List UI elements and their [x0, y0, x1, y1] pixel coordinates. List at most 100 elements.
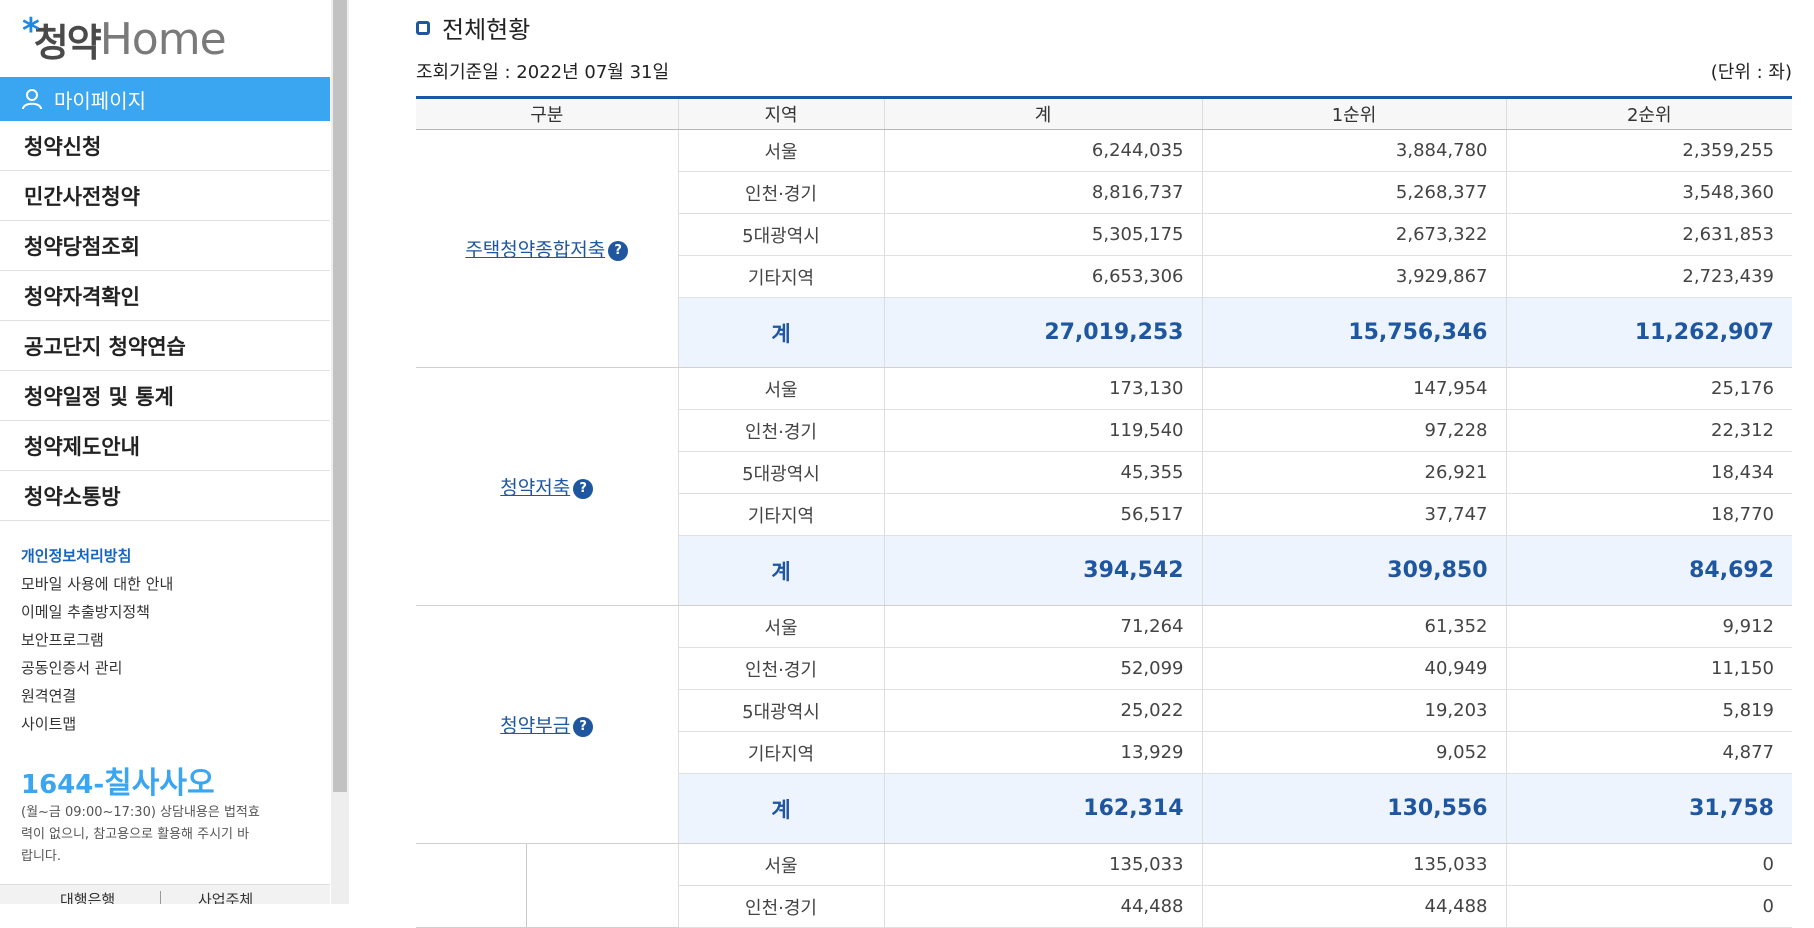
category-link[interactable]: 청약저축: [500, 477, 571, 499]
category-link[interactable]: 청약부금: [500, 715, 571, 737]
table-row: 인천·경기 119,540 97,228 22,312: [416, 409, 1792, 452]
table-row: 기타지역 13,929 9,052 4,877: [416, 731, 1792, 774]
table-header-row: 구분 지역 계 1순위 2순위: [416, 97, 1792, 130]
table-row: 5대광역시 25,022 19,203 5,819: [416, 689, 1792, 732]
section-heading: 전체현황: [416, 10, 530, 45]
mypage-label: 마이페이지: [54, 88, 146, 113]
first-cell: 44,488: [1201, 885, 1506, 928]
tab-business-entity[interactable]: 사업주체: [198, 891, 254, 904]
header-category: 구분: [416, 97, 678, 130]
menu-item-apply[interactable]: 청약신청: [0, 121, 330, 171]
region-cell: 기타지역: [677, 493, 884, 536]
menu-item-eligibility-check[interactable]: 청약자격확인: [0, 271, 330, 321]
first-cell: 2,673,322: [1201, 213, 1506, 256]
total-row: 계 162,314 130,556 31,758: [416, 773, 1792, 844]
second-cell: 18,770: [1505, 493, 1792, 536]
site-logo[interactable]: * 청약 Home: [22, 10, 227, 62]
region-cell: 서울: [677, 129, 884, 172]
total-cell: 173,130: [883, 367, 1202, 410]
region-cell: 5대광역시: [677, 213, 884, 256]
table-row: 청약저축? 서울 173,130 147,954 25,176: [416, 367, 1792, 606]
second-cell: 3,548,360: [1505, 171, 1792, 214]
scrollbar-thumb[interactable]: [333, 0, 347, 792]
category-cell: 주택청약종합저축?: [416, 129, 678, 368]
category-link[interactable]: 주택청약종합저축: [465, 239, 606, 261]
total-cell: 45,355: [883, 451, 1202, 494]
total-cell: 25,022: [883, 689, 1202, 732]
second-cell: 2,723,439: [1505, 255, 1792, 298]
basis-date: 조회기준일 : 2022년 07월 31일: [416, 62, 670, 83]
help-icon[interactable]: ?: [573, 479, 594, 499]
total-cell: 6,244,035: [883, 129, 1202, 172]
second-cell: 11,150: [1505, 647, 1792, 690]
first-cell: 26,921: [1201, 451, 1506, 494]
help-icon[interactable]: ?: [608, 241, 629, 261]
first-cell: 3,929,867: [1201, 255, 1506, 298]
region-cell: 기타지역: [677, 731, 884, 774]
region-cell: 인천·경기: [677, 647, 884, 690]
header-first-rank: 1순위: [1201, 97, 1506, 130]
first-cell: 19,203: [1201, 689, 1506, 732]
first-cell: 40,949: [1201, 647, 1506, 690]
first-cell: 37,747: [1201, 493, 1506, 536]
first-cell: 5,268,377: [1201, 171, 1506, 214]
total-first-cell: 15,756,346: [1201, 297, 1506, 368]
bottom-tabs: 대행은행 사업주체: [0, 884, 330, 904]
table-row: 청약부금? 서울 71,264 61,352 9,912: [416, 605, 1792, 844]
table-body: 주택청약종합저축? 서울 6,244,035 3,884,780 2,359,255 인천…: [416, 129, 1792, 928]
total-cell: 44,488: [883, 885, 1202, 928]
menu-item-winning-lookup[interactable]: 청약당첨조회: [0, 221, 330, 271]
second-cell: 4,877: [1505, 731, 1792, 774]
region-cell: 서울: [677, 605, 884, 648]
first-cell: 9,052: [1201, 731, 1506, 774]
tab-agent-bank[interactable]: 대행은행: [60, 891, 116, 904]
category-cell: [416, 843, 678, 928]
menu-item-schedule-stats[interactable]: 청약일정 및 통계: [0, 371, 330, 421]
second-cell: 0: [1505, 843, 1792, 886]
subcategory-divider: [526, 844, 527, 927]
unit-label: (단위 : 좌): [1710, 62, 1792, 83]
first-cell: 147,954: [1201, 367, 1506, 410]
menu-item-private-presale[interactable]: 민간사전청약: [0, 171, 330, 221]
page-title: 전체현황: [442, 16, 531, 44]
region-cell: 서울: [677, 367, 884, 410]
help-icon[interactable]: ?: [573, 717, 594, 737]
total-row: 계 27,019,253 15,756,346 11,262,907: [416, 297, 1792, 368]
table-row: 서울 135,033 135,033 0: [416, 843, 1792, 928]
menu-item-practice[interactable]: 공고단지 청약연습: [0, 321, 330, 371]
total-cell: 71,264: [883, 605, 1202, 648]
total-cell: 56,517: [883, 493, 1202, 536]
link-remote-connection[interactable]: 원격연결: [21, 687, 77, 705]
link-privacy-policy[interactable]: 개인정보처리방침: [21, 547, 132, 565]
link-security-program[interactable]: 보안프로그램: [21, 631, 104, 649]
total-region-cell: 계: [677, 773, 884, 844]
second-cell: 0: [1505, 885, 1792, 928]
region-cell: 인천·경기: [677, 885, 884, 928]
stats-table: 구분 지역 계 1순위 2순위 주택청약종합저축? 서울 6,244,035 3,88…: [416, 96, 1792, 928]
total-cell: 5,305,175: [883, 213, 1202, 256]
second-cell: 22,312: [1505, 409, 1792, 452]
second-cell: 9,912: [1505, 605, 1792, 648]
link-email-policy[interactable]: 이메일 추출방지정책: [21, 603, 150, 621]
first-cell: 135,033: [1201, 843, 1506, 886]
total-cell: 119,540: [883, 409, 1202, 452]
menu-item-system-guide[interactable]: 청약제도안내: [0, 421, 330, 471]
link-sitemap[interactable]: 사이트맵: [21, 715, 77, 733]
sidebar-scrollbar[interactable]: [331, 0, 349, 904]
link-mobile-guide[interactable]: 모바일 사용에 대한 안내: [21, 575, 174, 593]
first-cell: 61,352: [1201, 605, 1506, 648]
total-second-cell: 11,262,907: [1505, 297, 1792, 368]
mypage-button[interactable]: 마이페이지: [0, 77, 330, 121]
sidebar: * 청약 Home 마이페이지 청약신청 민간사전청약 청약당첨조회 청약자격확…: [0, 0, 330, 904]
total-region-cell: 계: [677, 297, 884, 368]
first-cell: 97,228: [1201, 409, 1506, 452]
second-cell: 2,359,255: [1505, 129, 1792, 172]
total-first-cell: 130,556: [1201, 773, 1506, 844]
link-certificate-management[interactable]: 공동인증서 관리: [21, 659, 123, 677]
menu-item-community[interactable]: 청약소통방: [0, 471, 330, 521]
main-content: 전체현황 조회기준일 : 2022년 07월 31일 (단위 : 좌) 구분 지…: [416, 0, 1792, 928]
table-row: 인천·경기 52,099 40,949 11,150: [416, 647, 1792, 690]
total-cell: 8,816,737: [883, 171, 1202, 214]
total-cell: 6,653,306: [883, 255, 1202, 298]
header-region: 지역: [677, 97, 884, 130]
